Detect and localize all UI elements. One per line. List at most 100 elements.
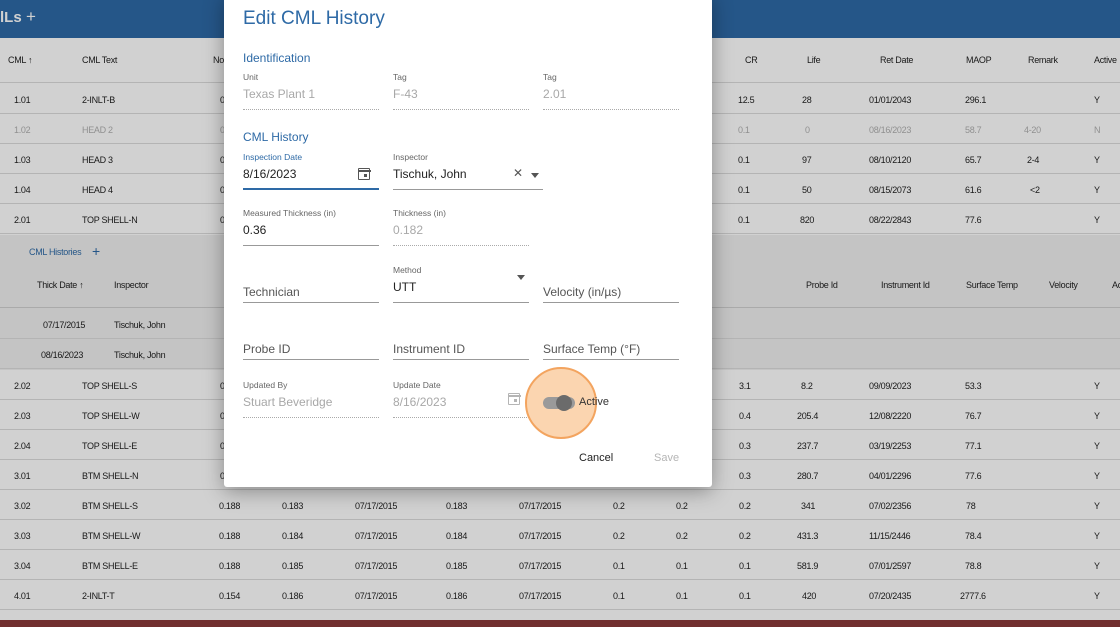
col-header-surface-temp[interactable]: Surface Temp [966,280,1018,290]
table-cell: 07/17/2015 [519,501,562,511]
table-cell: 0.184 [446,531,468,541]
table-cell: 2-4 [1027,155,1040,165]
table-cell: 0.183 [446,501,468,511]
active-toggle-thumb[interactable] [556,395,572,411]
col-header-cml[interactable]: CML ↑ [8,55,33,65]
table-cell: 237.7 [797,441,819,451]
table-cell: BTM SHELL-E [82,561,138,571]
col-header-remark[interactable]: Remark [1028,55,1058,65]
table-cell: 12/08/2220 [869,411,912,421]
inspection-date-field[interactable]: Inspection Date 8/16/2023 [243,152,379,190]
velocity-field[interactable]: Velocity (in/µs) [543,265,679,303]
table-row[interactable]: 3.02 BTM SHELL-S 0.188 0.183 07/17/2015 … [0,490,1120,520]
section-identification: Identification [243,51,311,65]
table-cell: 820 [800,215,815,225]
table-cell: TOP SHELL-S [82,381,137,391]
table-cell: 07/17/2015 [519,561,562,571]
col-header-cml-text[interactable]: CML Text [82,55,118,65]
calendar-icon [507,393,521,405]
method-select[interactable]: Method UTT [393,265,529,303]
technician-field[interactable]: Technician [243,265,379,303]
table-cell: Y [1094,441,1100,451]
cancel-button[interactable]: Cancel [579,452,614,464]
chevron-down-icon[interactable] [517,275,525,280]
table-cell: 0.188 [219,501,241,511]
table-cell: 0.2 [739,501,751,511]
table-cell: 4-20 [1024,125,1041,135]
table-cell: 0.188 [219,531,241,541]
table-cell: 0.2 [676,531,688,541]
table-cell: 77.6 [965,471,982,481]
table-cell: 0 [220,185,225,195]
table-cell: <2 [1030,185,1040,195]
table-cell: 2-INLT-T [82,591,115,601]
col-header-cr[interactable]: CR [745,55,758,65]
table-cell: TOP SHELL-W [82,411,140,421]
instrument-id-field[interactable]: Instrument ID [393,322,529,360]
surface-temp-field[interactable]: Surface Temp (°F) [543,322,679,360]
table-row[interactable]: 3.03 BTM SHELL-W 0.188 0.184 07/17/2015 … [0,520,1120,550]
probe-id-field[interactable]: Probe ID [243,322,379,360]
table-cell: 0.1 [613,591,625,601]
col-header-life[interactable]: Life [807,55,821,65]
section-cml-history: CML History [243,130,309,144]
table-cell: 08/10/2120 [869,155,912,165]
col-header-no[interactable]: No [213,55,224,65]
table-cell: Tischuk, John [114,320,166,330]
table-cell: 0 [220,95,225,105]
table-cell: 61.6 [965,185,982,195]
col-header-probe-id[interactable]: Probe Id [806,280,838,290]
col-header-velocity[interactable]: Velocity [1049,280,1078,290]
col-header-ac[interactable]: Ac [1112,280,1120,290]
col-header-maop[interactable]: MAOP [966,55,992,65]
save-button[interactable]: Save [654,452,680,464]
active-toggle-label: Active [579,396,609,408]
table-cell: BTM SHELL-S [82,501,138,511]
table-cell: 07/20/2435 [869,591,912,601]
table-cell: Y [1094,501,1100,511]
thickness-field: Thickness (in) 0.182 [393,208,529,246]
table-cell: 78 [966,501,976,511]
table-cell: 11/15/2446 [869,531,911,541]
table-row[interactable]: 3.04 BTM SHELL-E 0.188 0.185 07/17/2015 … [0,550,1120,580]
add-history-button[interactable]: + [92,243,101,259]
chevron-down-icon[interactable] [531,173,539,178]
table-cell: 65.7 [965,155,982,165]
table-cell: 0.188 [219,561,241,571]
table-cell: 341 [801,501,816,511]
col-header-instrument-id[interactable]: Instrument Id [881,280,930,290]
table-cell: 0.185 [282,561,304,571]
col-header-active[interactable]: Active [1094,55,1117,65]
table-cell: 205.4 [797,411,819,421]
table-cell: 0 [220,215,225,225]
clear-icon[interactable]: ✕ [513,166,524,180]
calendar-icon[interactable] [357,168,371,180]
update-date-field: Update Date 8/16/2023 [393,380,529,418]
table-cell: 0.1 [738,185,750,195]
col-header-inspector[interactable]: Inspector [114,280,149,290]
table-cell: 296.1 [965,95,987,105]
col-header-ret-date[interactable]: Ret Date [880,55,914,65]
table-cell: 78.4 [965,531,982,541]
col-header-thick-date[interactable]: Thick Date ↑ [37,280,84,290]
table-cell: 0.2 [613,531,625,541]
table-row[interactable]: 3.01 BTM SHELL-N 0 0.3 280.7 04/01/2296 … [0,460,1120,490]
inspector-select[interactable]: Inspector Tischuk, John ✕ [393,152,543,190]
table-cell: HEAD 3 [82,155,113,165]
table-row[interactable]: 4.01 2-INLT-T 0.154 0.186 07/17/2015 0.1… [0,580,1120,610]
table-cell: N [1094,125,1101,135]
table-cell: 07/17/2015 [355,531,398,541]
table-cell: 08/16/2023 [869,125,912,135]
table-cell: 78.8 [965,561,982,571]
table-cell: 1.03 [14,155,31,165]
measured-thickness-field[interactable]: Measured Thickness (in) 0.36 [243,208,379,246]
table-cell: 1.02 [14,125,31,135]
add-cml-button[interactable]: + [26,7,36,26]
updated-by-field: Updated By Stuart Beveridge [243,380,379,418]
table-cell: Y [1094,561,1100,571]
table-cell: Y [1094,215,1100,225]
table-cell: 0.1 [738,125,750,135]
table-cell: Y [1094,155,1100,165]
table-cell: 0.1 [613,561,625,571]
table-cell: 09/09/2023 [869,381,912,391]
